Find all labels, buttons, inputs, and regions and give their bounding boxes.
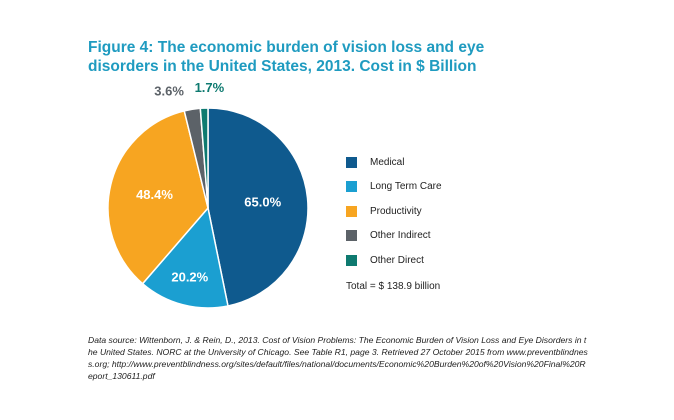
legend-item-medical: Medical [346, 150, 442, 175]
slice-label-other-indirect: 3.6% [154, 84, 184, 99]
legend-item-other-indirect: Other Indirect [346, 224, 442, 249]
legend-swatch-productivity [346, 205, 357, 217]
total-note: Total = $ 138.9 billion [346, 281, 441, 292]
legend-item-long-term-care: Long Term Care [346, 175, 442, 200]
slice-label-productivity: 48.4% [136, 187, 173, 202]
slice-label-long-term-care: 20.2% [171, 270, 208, 285]
pie-slice-medical [207, 107, 309, 307]
slice-label-other-direct: 1.7% [195, 80, 225, 95]
pie-slice-long-term-care [141, 206, 229, 309]
legend: Medical Long Term Care Productivity Other I… [346, 150, 442, 273]
pie-slice-other-direct [199, 107, 209, 209]
legend-item-productivity: Productivity [346, 199, 442, 224]
legend-item-other-direct: Other Direct [346, 248, 442, 273]
legend-label-other-direct: Other Direct [370, 254, 424, 266]
chart-title: Figure 4: The economic burden of vision … [88, 39, 485, 75]
legend-label-medical: Medical [370, 156, 405, 168]
legend-swatch-other-direct [346, 254, 357, 266]
legend-swatch-medical [346, 156, 357, 168]
slice-label-medical: 65.0% [244, 194, 281, 209]
legend-swatch-long-term-care [346, 181, 357, 193]
legend-label-long-term-care: Long Term Care [370, 181, 442, 193]
legend-label-productivity: Productivity [370, 205, 422, 217]
pie-slice-productivity [107, 109, 209, 285]
data-source-note: Data source: Wittenborn, J. & Rein, D., … [88, 335, 588, 381]
legend-swatch-other-indirect [346, 230, 357, 242]
legend-label-other-indirect: Other Indirect [370, 230, 431, 242]
